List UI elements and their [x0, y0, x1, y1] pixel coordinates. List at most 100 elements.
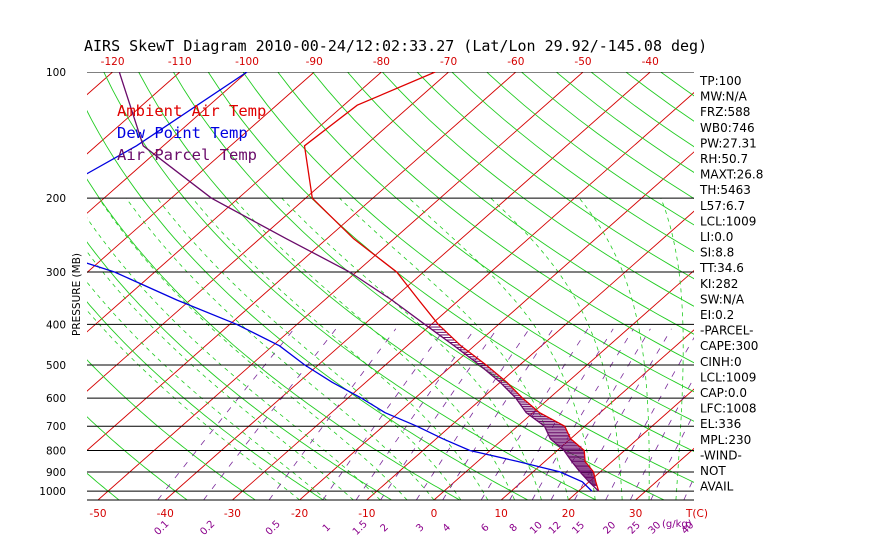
pressure-tick-label: 1000 [39, 486, 66, 498]
isotherm-line [299, 151, 694, 500]
parameter-line: SI:8.8 [700, 246, 734, 260]
dry-adiabat-line [87, 359, 256, 500]
moist-adiabat-line [87, 217, 381, 500]
mixing-ratio-line [322, 328, 446, 500]
parameter-line: L57:6.7 [700, 199, 745, 213]
bottom-temp-tick-label: -40 [157, 508, 174, 520]
dry-adiabat-line [87, 416, 188, 500]
mixing-ratio-label: 20 [601, 520, 618, 537]
mixing-ratio-line [574, 328, 672, 500]
bottom-temp-tick-label: 0 [431, 508, 438, 520]
parameter-line: TT:34.6 [699, 261, 744, 275]
mixing-ratio-line [629, 376, 694, 500]
mixing-ratio-label: 0.2 [198, 519, 217, 538]
pressure-tick-label: 400 [46, 319, 66, 331]
bottom-temp-tick-label: 30 [629, 508, 642, 520]
parameter-line: CAP:0.0 [700, 386, 747, 400]
dry-adiabat-line [87, 178, 461, 500]
mixing-ratio-line [442, 328, 554, 500]
bottom-temp-tick-label: -50 [89, 508, 106, 520]
dry-adiabat-line [660, 72, 694, 97]
mixing-ratio-label: 4 [441, 522, 453, 534]
series-line [87, 72, 593, 492]
mixing-ratio-label: 0.5 [264, 519, 283, 538]
legend-entry: Ambient Air Temp [117, 102, 266, 120]
moist-adiabat-line [660, 198, 684, 500]
moist-adiabat-line [490, 197, 623, 500]
top-temp-tick-label: -90 [306, 56, 323, 68]
parameter-line: KI:282 [700, 277, 738, 291]
mixing-ratio-label: 30 [647, 520, 664, 537]
parameter-line: RH:50.7 [700, 152, 748, 166]
isotherm-line [97, 72, 584, 500]
mixing-ratio-label: 6 [479, 522, 491, 534]
mixing-ratio-label: 10 [528, 520, 545, 537]
mixing-ratio-label: 8 [508, 522, 520, 534]
parameter-line: PW:27.31 [700, 136, 757, 150]
parameter-line: -WIND- [700, 448, 742, 462]
top-temp-tick-label: -110 [168, 56, 192, 68]
legend-entry: Dew Point Temp [117, 124, 248, 142]
dry-adiabat-line [87, 301, 324, 500]
dry-adiabat-line [138, 72, 665, 500]
mixing-ratio-line [157, 328, 295, 500]
isotherm-line [87, 72, 517, 452]
bottom-temp-tick-label: -20 [291, 508, 308, 520]
dry-adiabat-line [103, 72, 597, 500]
isotherm-line [433, 269, 694, 500]
isotherm-line [87, 72, 113, 96]
mixing-ratio-label: 12 [547, 520, 564, 537]
bottom-temp-tick-label: -30 [224, 508, 241, 520]
moist-adiabat-line [339, 197, 569, 500]
moist-adiabat-line [98, 197, 408, 500]
grid [0, 72, 870, 500]
dry-adiabat-line [312, 72, 694, 364]
mixing-ratio-unit: (g/kg) [662, 519, 692, 530]
parameter-line: AVAIL [700, 480, 734, 494]
mixing-ratio-label: 1 [321, 522, 333, 534]
plot-area [87, 72, 600, 492]
mixing-ratio-label: 2 [379, 522, 391, 534]
isotherm-line [87, 72, 181, 155]
top-temp-tick-label: -50 [574, 56, 591, 68]
top-temp-tick-label: -100 [235, 56, 259, 68]
mixing-ratio-line [268, 328, 397, 500]
parameter-line: LFC:1008 [700, 402, 757, 416]
moist-adiabat-line [125, 197, 435, 500]
legend: Ambient Air Temp Dew Point Temp Air Parcel… [117, 102, 266, 164]
pressure-tick-label: 100 [46, 67, 66, 79]
moist-adiabat-line [281, 197, 542, 500]
mixing-ratio-label: 1.5 [351, 519, 370, 538]
bottom-temp-tick-label: 20 [562, 508, 575, 520]
dry-adiabat-line [277, 72, 694, 393]
parameter-line: EL:336 [700, 417, 741, 431]
dry-adiabat-line [207, 72, 694, 453]
mixing-ratio-line [550, 328, 651, 500]
moist-adiabat-line [87, 309, 300, 500]
mixing-ratio-label: 0.1 [152, 519, 171, 538]
mixing-ratio-label: 3 [414, 522, 426, 534]
pressure-tick-label: 900 [46, 467, 66, 479]
moist-adiabat-line [87, 251, 354, 500]
bottom-temp-tick-label: -10 [358, 508, 375, 520]
parameter-line: TP:100 [699, 74, 742, 88]
chart-title: AIRS SkewT Diagram 2010-00-24/12:02:33.2… [84, 37, 707, 55]
dry-adiabat-line [242, 72, 694, 422]
parameter-line: CAPE:300 [700, 339, 758, 353]
isotherm-line [770, 72, 870, 500]
parameter-line: TH:5463 [699, 183, 751, 197]
isotherm-line [87, 72, 248, 214]
moist-adiabat-line [192, 197, 489, 500]
mixing-ratio-line [605, 337, 694, 500]
dry-adiabat-line [87, 241, 392, 500]
legend-entry: Air Parcel Temp [117, 146, 257, 164]
isotherm-line [0, 72, 45, 500]
temp-unit-label: T(C) [685, 508, 708, 520]
top-temp-tick-label: -80 [373, 56, 390, 68]
pressure-tick-label: 700 [46, 421, 66, 433]
parameter-line: FRZ:588 [700, 105, 750, 119]
pressure-tick-label: 500 [46, 360, 66, 372]
pressure-tick-label: 800 [46, 446, 66, 458]
